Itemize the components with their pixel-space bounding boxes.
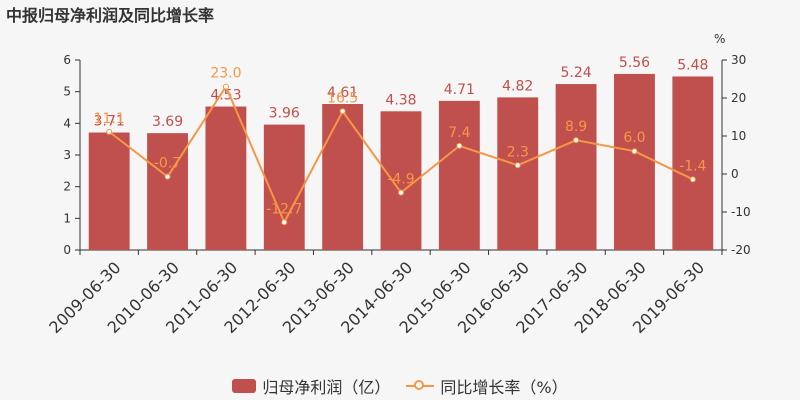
bar-value-label: 4.71 <box>444 82 475 98</box>
right-axis-tick-label: 20 <box>731 91 746 105</box>
left-axis-tick-label: 4 <box>63 116 71 130</box>
legend: 归母净利润（亿） 同比增长率（%） <box>0 374 800 398</box>
growth-point <box>164 173 171 180</box>
bar <box>263 124 305 250</box>
bar <box>322 104 364 251</box>
growth-point <box>222 83 229 90</box>
bar-value-label: 4.53 <box>210 88 241 104</box>
bar-value-label: 5.48 <box>677 57 708 73</box>
bar <box>497 97 539 250</box>
bar <box>147 133 188 250</box>
growth-value-label: 6.0 <box>623 130 645 146</box>
growth-value-label: 7.4 <box>448 125 470 141</box>
legend-line-icon <box>406 379 435 393</box>
growth-value-label: 8.9 <box>565 119 587 135</box>
bar-value-label: 4.61 <box>327 85 358 101</box>
growth-point <box>631 148 638 155</box>
bar-value-label: 3.71 <box>94 114 125 130</box>
bar-value-label: 4.38 <box>385 92 416 108</box>
growth-point <box>573 137 580 144</box>
legend-swatch-bar <box>232 379 257 393</box>
bar <box>88 132 130 250</box>
right-axis-unit: % <box>714 32 725 46</box>
right-axis-tick-label: 10 <box>731 129 746 143</box>
growth-value-label: 11.1 <box>94 111 125 127</box>
left-axis-tick-label: 2 <box>63 180 71 194</box>
growth-point <box>339 108 346 115</box>
left-axis-tick-label: 1 <box>63 211 71 225</box>
legend-item-bar[interactable]: 归母净利润（亿） <box>232 374 390 398</box>
growth-point <box>106 128 113 135</box>
left-axis-tick-label: 5 <box>63 85 71 99</box>
right-axis-tick-label: 30 <box>731 53 746 67</box>
bar-value-label: 3.69 <box>152 114 183 130</box>
bar-value-label: 5.56 <box>619 55 650 71</box>
bar <box>438 100 480 250</box>
growth-point <box>514 162 521 169</box>
right-axis-tick-label: -10 <box>731 205 751 219</box>
growth-value-label: 23.0 <box>210 66 241 82</box>
left-axis-tick-label: 0 <box>63 243 71 257</box>
growth-point <box>398 189 404 196</box>
bar <box>614 73 655 250</box>
growth-value-label: -0.7 <box>154 156 181 172</box>
chart-title: 中报归母净利润及同比增长率 <box>6 6 215 25</box>
growth-value-label: -12.7 <box>266 201 302 217</box>
bar <box>555 84 597 250</box>
bar-value-label: 3.96 <box>269 106 300 122</box>
legend-label-line: 同比增长率（%） <box>440 378 568 397</box>
legend-item-line[interactable]: 同比增长率（%） <box>406 374 568 398</box>
left-axis-tick-label: 3 <box>63 148 71 162</box>
growth-point <box>456 142 463 149</box>
growth-value-label: 16.5 <box>327 90 358 106</box>
bar <box>672 76 714 250</box>
growth-point <box>281 219 288 226</box>
legend-label-bar: 归母净利润（亿） <box>262 378 391 397</box>
bar <box>205 106 247 250</box>
right-axis-tick-label: -20 <box>731 243 751 257</box>
bar-value-label: 4.82 <box>502 78 533 94</box>
growth-value-label: -1.4 <box>679 158 706 174</box>
left-axis-tick-label: 6 <box>63 53 71 67</box>
right-axis-tick-label: 0 <box>731 167 739 181</box>
bar-value-label: 5.24 <box>561 65 592 81</box>
growth-value-label: -4.9 <box>387 172 414 188</box>
growth-point <box>689 176 696 183</box>
growth-value-label: 2.3 <box>507 144 529 160</box>
